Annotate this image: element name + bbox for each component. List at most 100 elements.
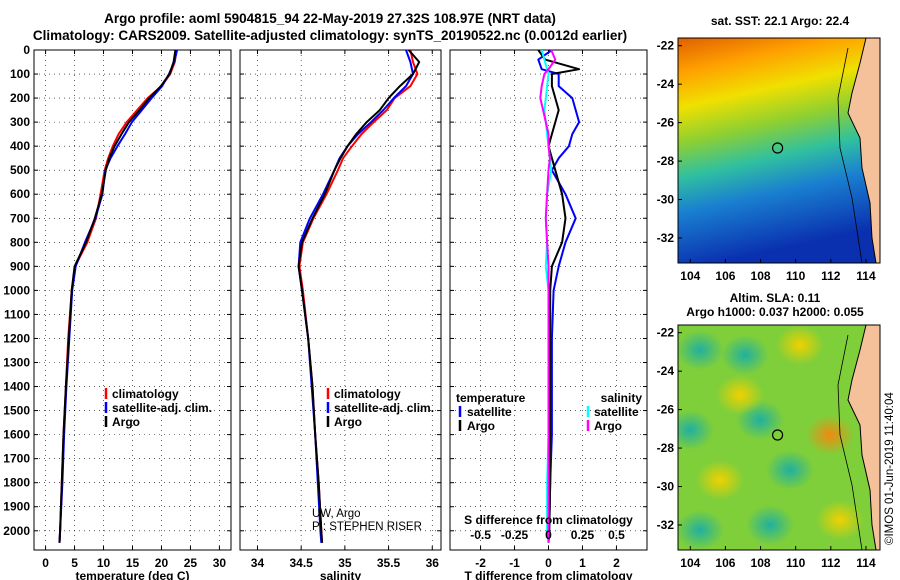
sla-anomaly [678, 410, 714, 450]
legend-title: temperature [456, 391, 526, 405]
depth-tick-label: 700 [10, 211, 30, 225]
panel-1: 0100200300400500600700800900100011001200… [3, 43, 232, 580]
x-tick-label: 20 [155, 556, 169, 570]
sst-field [678, 38, 880, 263]
s-tick-label: -0.25 [501, 528, 529, 542]
lon-tick-label: 114 [856, 556, 876, 570]
depth-tick-label: 100 [10, 67, 30, 81]
lon-tick-label: 110 [786, 556, 806, 570]
panel-frame [239, 49, 442, 551]
lon-tick-label: 108 [751, 556, 771, 570]
lon-tick-label: 110 [786, 269, 806, 283]
legend-label: Argo [112, 415, 140, 429]
annotation-line-2: PI: STEPHEN RISER [312, 521, 422, 533]
depth-tick-label: 900 [10, 259, 30, 273]
x-tick-label: 25 [184, 556, 198, 570]
depth-tick-label: 1500 [3, 404, 30, 418]
series-line [58, 50, 177, 543]
legend-label: climatology [334, 387, 401, 401]
x-tick-label: 0 [42, 556, 49, 570]
imos-credit: ©IMOS 01-Jun-2019 11:40:04 [884, 392, 896, 545]
depth-tick-label: 2000 [3, 524, 30, 538]
x-tick-label: 35 [338, 556, 352, 570]
series-line [539, 50, 557, 543]
x-tick-label: 10 [97, 556, 111, 570]
depth-tick-label: 1100 [4, 307, 30, 321]
title-line-2: Climatology: CARS2009. Satellite-adjuste… [32, 28, 628, 43]
isobath [837, 47, 863, 263]
isobath [837, 334, 863, 550]
series-group [297, 50, 421, 543]
series-line [537, 50, 581, 543]
legend-title: salinity [601, 391, 643, 405]
depth-tick-label: 1300 [3, 356, 30, 370]
lat-tick-label: -32 [657, 518, 675, 532]
x-tick-label: 35.5 [377, 556, 401, 570]
lon-tick-label: 104 [680, 556, 700, 570]
annotation-line-1: UW, Argo [312, 508, 361, 520]
sla-anomaly [696, 460, 744, 500]
lon-tick-label: 112 [821, 269, 841, 283]
sla-anomaly [816, 500, 864, 540]
legend-label: Argo [467, 419, 495, 433]
legend-label: satellite [594, 405, 639, 419]
land-mass [847, 38, 880, 263]
lat-tick-label: -30 [657, 480, 675, 494]
sst-label: sat. SST: 22.1 Argo: 22.4 [711, 14, 850, 28]
lon-tick-label: 106 [715, 269, 735, 283]
sla-anomaly [766, 450, 814, 490]
sla-label-2: Argo h1000: 0.037 h2000: 0.055 [686, 305, 864, 319]
map-frame [677, 324, 881, 551]
sla-anomaly [776, 325, 824, 365]
panel-3: -2 -1 0 1 2T difference from climatology temp… [449, 49, 648, 580]
sst-map: 104 106 108 110 112 114 -22 -24 -26 -28 -30 -32 [657, 37, 881, 283]
argo-location-marker [771, 429, 784, 441]
lat-tick-label: -32 [657, 231, 675, 245]
s-tick-label: 0.25 [571, 528, 595, 542]
panel-2: 34 34.5 35 35.5 36 salinity climatologysatelli… [239, 49, 442, 580]
lat-tick-label: -22 [657, 39, 675, 53]
depth-tick-label: 300 [10, 115, 30, 129]
depth-tick-label: 600 [10, 187, 30, 201]
depth-tick-label: 1600 [3, 428, 30, 442]
lon-tick-label: 104 [680, 269, 700, 283]
title-line-1: Argo profile: aoml 5904815_94 22-May-201… [104, 11, 556, 26]
s-tick-label: -0.5 [470, 528, 491, 542]
depth-tick-label: 800 [10, 235, 30, 249]
x-tick-label: 34.5 [289, 556, 313, 570]
sla-anomaly [806, 415, 854, 455]
sla-anomaly [746, 505, 794, 545]
x-tick-label: 36 [426, 556, 440, 570]
argo-location-marker [771, 142, 784, 154]
s-axis-label: S difference from climatology [464, 513, 633, 527]
legend-label: climatology [112, 387, 179, 401]
depth-tick-label: 1200 [3, 331, 30, 345]
map-frame [677, 37, 881, 264]
lat-tick-label: -24 [657, 77, 675, 91]
depth-tick-label: 400 [10, 139, 30, 153]
depth-tick-label: 1400 [3, 380, 30, 394]
sla-label-1: Altim. SLA: 0.11 [730, 291, 821, 305]
depth-tick-label: 1800 [3, 476, 30, 490]
x-tick-label: 15 [126, 556, 140, 570]
sla-anomaly [721, 335, 769, 375]
lat-tick-label: -22 [657, 326, 675, 340]
sla-anomaly [678, 510, 724, 550]
lat-tick-label: -28 [657, 154, 675, 168]
sla-anomaly [678, 330, 724, 370]
lat-tick-label: -26 [657, 403, 675, 417]
lat-tick-label: -28 [657, 441, 675, 455]
x-axis-label: T difference from climatology [464, 569, 632, 580]
x-tick-label: -2 [475, 556, 486, 570]
lat-tick-label: -26 [657, 116, 675, 130]
depth-tick-label: 0 [23, 43, 30, 57]
legend-label: Argo [334, 415, 362, 429]
lat-tick-label: -30 [657, 193, 675, 207]
legend-label: satellite [467, 405, 512, 419]
depth-tick-label: 500 [10, 163, 30, 177]
x-tick-label: 34 [251, 556, 265, 570]
sla-anomaly [716, 375, 764, 415]
x-tick-label: 1 [579, 556, 586, 570]
lat-tick-label: -24 [657, 364, 675, 378]
